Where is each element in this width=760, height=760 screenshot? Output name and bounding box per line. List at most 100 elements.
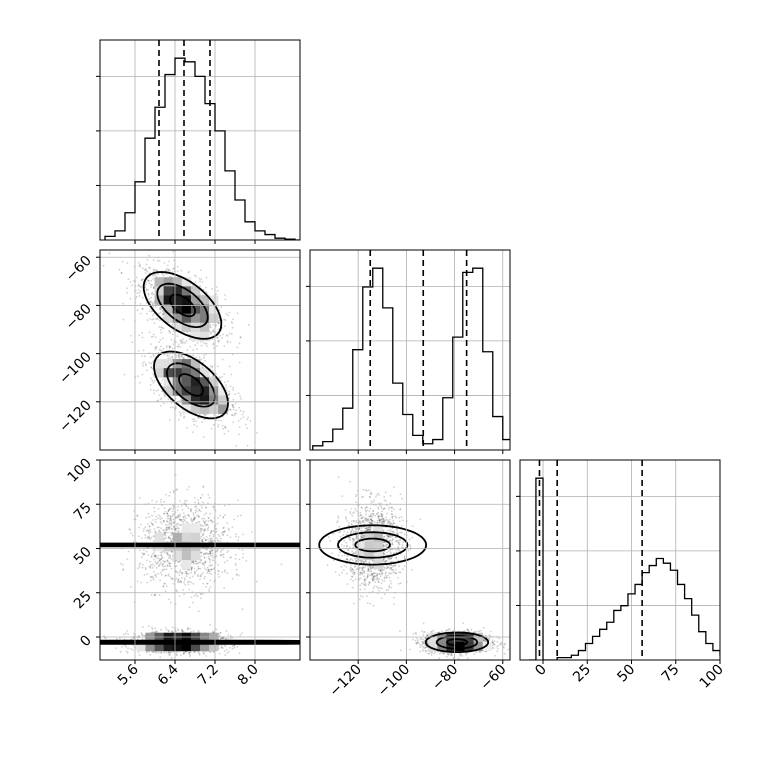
- sample-point: [172, 578, 175, 580]
- sample-point: [168, 521, 171, 524]
- sample-point: [218, 535, 221, 538]
- sample-point: [171, 630, 174, 633]
- sample-point: [144, 268, 147, 270]
- sample-point: [189, 653, 191, 656]
- sample-point: [162, 565, 165, 568]
- sample-point: [159, 405, 162, 407]
- sample-point: [129, 281, 132, 283]
- sample-point: [158, 307, 161, 309]
- sample-point: [231, 414, 234, 417]
- sample-point: [217, 340, 220, 343]
- sample-point: [221, 647, 224, 650]
- sample-point: [204, 560, 207, 563]
- sample-point: [198, 653, 201, 656]
- sample-point: [166, 354, 169, 357]
- sample-point: [155, 573, 157, 576]
- sample-point: [156, 269, 159, 272]
- sample-point: [161, 557, 164, 560]
- sample-point: [202, 562, 205, 565]
- sample-point: [179, 518, 182, 521]
- contour-line: [142, 271, 223, 340]
- sample-point: [200, 278, 203, 281]
- sample-point: [227, 409, 230, 412]
- sample-point: [165, 269, 168, 272]
- sample-point: [177, 514, 180, 517]
- sample-point: [183, 416, 185, 419]
- sample-point: [209, 365, 212, 368]
- sample-point: [157, 399, 160, 402]
- sample-point: [182, 589, 185, 591]
- sample-point: [170, 507, 173, 510]
- sample-point: [245, 560, 248, 562]
- sample-point: [183, 501, 186, 504]
- density-cell: [200, 404, 210, 414]
- sample-point: [180, 269, 183, 272]
- sample-point: [177, 354, 180, 357]
- sample-point: [193, 418, 196, 421]
- sample-point: [222, 556, 225, 558]
- sample-point: [169, 562, 172, 565]
- sample-point: [157, 514, 160, 516]
- sample-point: [147, 288, 149, 291]
- sample-point: [206, 582, 209, 585]
- sample-point: [200, 592, 203, 595]
- sample-point: [152, 577, 155, 579]
- sample-point: [161, 504, 164, 507]
- sample-point: [212, 423, 215, 426]
- sample-point: [171, 510, 174, 513]
- sample-point: [147, 536, 150, 539]
- sample-point: [144, 534, 147, 537]
- sample-point: [205, 539, 207, 542]
- sample-point: [238, 361, 241, 364]
- sample-point: [172, 250, 175, 253]
- sample-point: [212, 330, 215, 333]
- sample-point: [212, 375, 215, 378]
- sample-point: [215, 537, 218, 539]
- sample-point: [158, 326, 161, 328]
- sample-point: [201, 562, 204, 565]
- sample-point: [166, 564, 169, 567]
- sample-point: [192, 354, 195, 357]
- sample-point: [127, 647, 129, 650]
- sample-point: [171, 356, 173, 359]
- sample-point: [196, 563, 198, 565]
- sample-point: [154, 554, 157, 556]
- sample-point: [235, 445, 238, 447]
- sample-point: [232, 398, 235, 401]
- sample-point: [231, 577, 234, 580]
- sample-point: [143, 361, 146, 363]
- sample-point: [146, 369, 149, 372]
- sample-point: [180, 520, 183, 523]
- sample-point: [210, 573, 213, 576]
- sample-point: [204, 524, 207, 527]
- sample-point: [176, 565, 178, 567]
- sample-point: [226, 522, 229, 524]
- sample-point: [137, 350, 140, 352]
- sample-point: [187, 583, 190, 586]
- sample-point: [167, 553, 169, 556]
- sample-point: [163, 353, 166, 356]
- sample-point: [247, 323, 250, 326]
- sample-point: [198, 520, 201, 523]
- sample-point: [187, 522, 189, 524]
- sample-point: [149, 383, 152, 386]
- sample-point: [237, 574, 240, 577]
- sample-point: [169, 531, 172, 534]
- sample-point: [236, 312, 239, 315]
- sample-point: [186, 581, 189, 583]
- sample-point: [209, 586, 212, 589]
- sample-point: [218, 319, 221, 322]
- sample-point: [197, 565, 200, 568]
- sample-point: [150, 296, 153, 299]
- sample-point: [152, 318, 155, 320]
- sample-point: [168, 564, 171, 567]
- sample-point: [141, 308, 144, 310]
- sample-point: [123, 638, 126, 640]
- sample-point: [167, 650, 170, 653]
- sample-point: [225, 638, 228, 641]
- density-cell: [163, 359, 174, 369]
- sample-point: [157, 554, 160, 557]
- sample-point: [168, 562, 171, 564]
- sample-point: [204, 522, 206, 525]
- sample-point: [157, 273, 159, 275]
